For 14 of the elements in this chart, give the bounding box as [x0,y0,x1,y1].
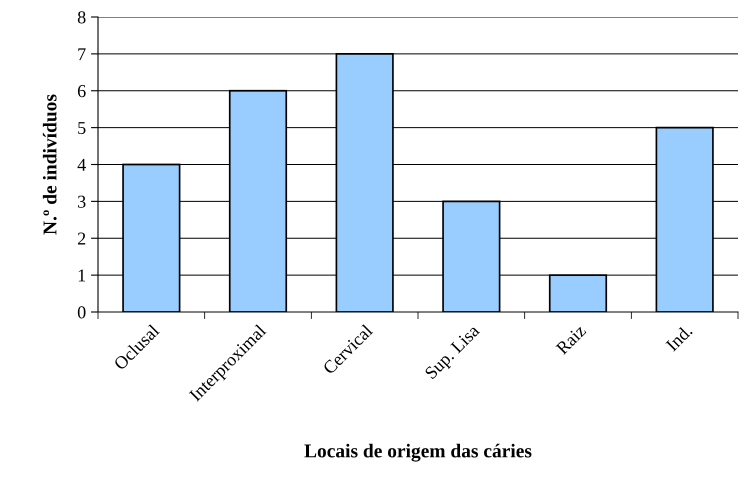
y-tick-label: 7 [78,48,86,60]
y-tick-label: 3 [78,196,86,208]
y-axis-title: N.º de indivíduos [42,94,57,235]
y-tick-label: 4 [78,158,86,171]
y-tick-label: 6 [78,85,86,98]
y-tick-label: 2 [78,232,86,245]
x-tick-label: Raiz [555,324,587,356]
y-tick-label: 1 [78,269,86,282]
x-axis-title: Locais de origem das cáries [304,444,532,462]
y-tick-label: 0 [78,306,86,318]
x-tick-label: Ind. [664,324,693,352]
x-tick-label: Sup. Lisa [424,324,483,382]
y-tick-label: 5 [78,122,86,134]
y-tick-label: 8 [78,11,86,24]
